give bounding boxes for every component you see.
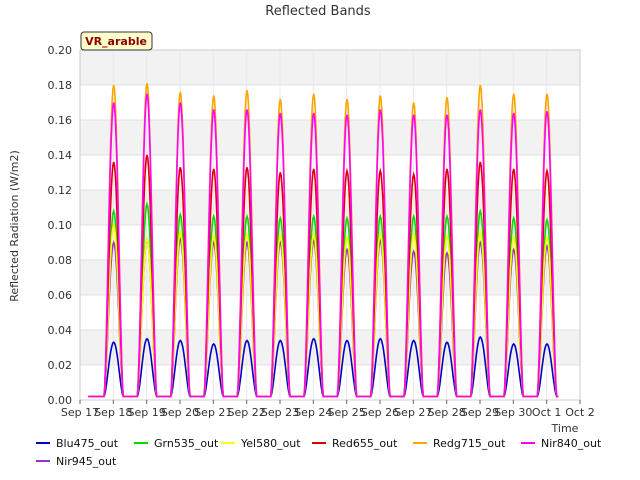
x-tick-label: Sep 30 — [494, 406, 532, 419]
y-tick-label: 0.16 — [48, 114, 73, 127]
x-axis-label: Time — [551, 422, 579, 435]
y-tick-label: 0.20 — [48, 44, 73, 57]
station-tag-text: VR_arable — [85, 35, 147, 48]
plot-band — [80, 120, 580, 155]
x-tick-label: Sep 17 — [61, 406, 99, 419]
legend-item: Red655_out — [312, 437, 398, 450]
series-line-nir840_out — [88, 93, 559, 398]
x-tick-label: Oct 1 — [532, 406, 562, 419]
chart-title: Reflected Bands — [265, 4, 371, 19]
x-tick-label: Sep 24 — [294, 406, 332, 419]
legend-label: Grn535_out — [154, 437, 219, 450]
legend-label: Blu475_out — [56, 437, 119, 450]
legend-item: Yel580_out — [221, 437, 301, 450]
legend-label: Redg715_out — [433, 437, 506, 450]
y-tick-label: 0.06 — [48, 289, 73, 302]
x-tick-label: Sep 25 — [328, 406, 366, 419]
y-tick-label: 0.12 — [48, 184, 73, 197]
y-tick-label: 0.18 — [48, 79, 73, 92]
plot-border — [79, 49, 581, 401]
legend-item: Nir840_out — [521, 437, 602, 450]
x-tick-label: Sep 19 — [128, 406, 166, 419]
x-tick-label: Sep 21 — [194, 406, 232, 419]
plot-band — [80, 50, 580, 85]
legend-label: Nir840_out — [541, 437, 602, 450]
y-tick-label: 0.10 — [48, 219, 73, 232]
x-tick-label: Sep 20 — [161, 406, 199, 419]
legend-item: Grn535_out — [134, 437, 219, 450]
y-axis-label: Reflected Radiation (W/m2) — [8, 150, 21, 302]
x-tick-label: Sep 26 — [361, 406, 399, 419]
x-tick-label: Sep 28 — [428, 406, 466, 419]
legend-label: Red655_out — [332, 437, 398, 450]
y-tick-label: 0.14 — [48, 149, 73, 162]
plot-band — [80, 190, 580, 225]
station-tag: VR_arable — [80, 31, 153, 51]
x-tick-label: Sep 22 — [228, 406, 266, 419]
x-tick-label: Sep 27 — [394, 406, 432, 419]
x-tick-label: Sep 23 — [261, 406, 299, 419]
y-axis-ticks: 0.00 0.02 0.04 0.06 0.08 0.10 0.12 0.14 0.16 0.18… — [48, 44, 73, 407]
legend-item: Nir945_out — [36, 455, 117, 468]
legend-label: Nir945_out — [56, 455, 117, 468]
y-tick-label: 0.08 — [48, 254, 73, 267]
plot-band — [80, 330, 580, 365]
legend-label: Yel580_out — [240, 437, 301, 450]
x-tick-label: Sep 18 — [94, 406, 132, 419]
legend: Blu475_out Grn535_out Yel580_out Red655_out… — [36, 437, 602, 468]
y-tick-label: 0.00 — [48, 394, 73, 407]
series-lines — [79, 49, 581, 401]
legend-item: Blu475_out — [36, 437, 119, 450]
y-tick-label: 0.02 — [48, 359, 73, 372]
y-tick-label: 0.04 — [48, 324, 73, 337]
x-tick-label: Sep 29 — [461, 406, 499, 419]
legend-item: Redg715_out — [413, 437, 506, 450]
station-tag-box — [80, 31, 153, 51]
plot-band — [80, 260, 580, 295]
x-tick-label: Oct 2 — [565, 406, 595, 419]
